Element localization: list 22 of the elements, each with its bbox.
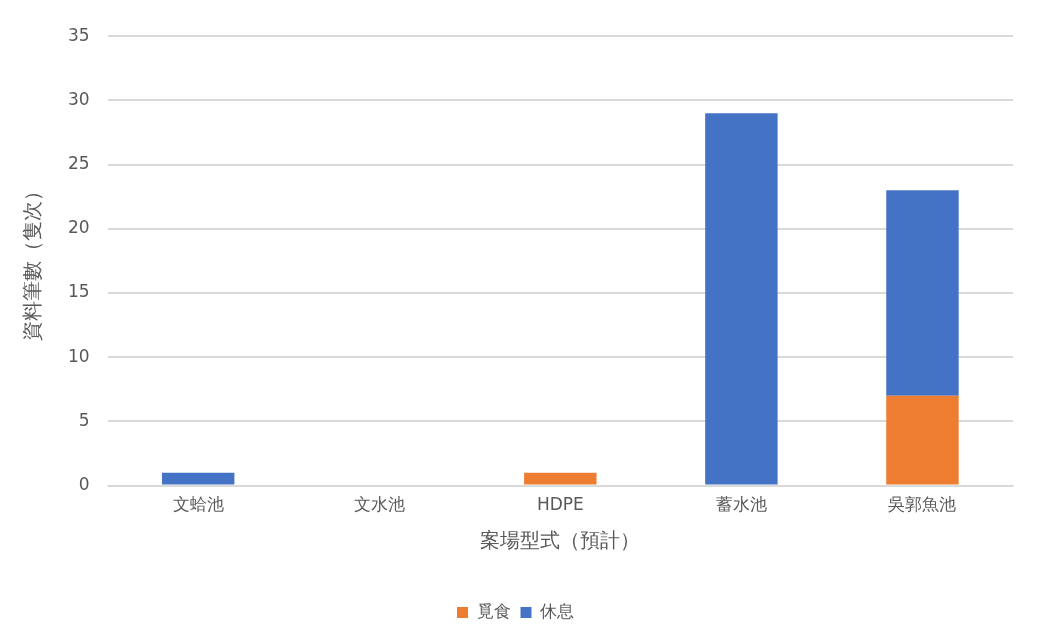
y-tick-label: 30 bbox=[67, 88, 90, 109]
x-tick-label: 吳郭魚池 bbox=[888, 494, 957, 515]
y-axis-title: 資料筆數（隻次） bbox=[20, 180, 45, 341]
legend-label: 覓食 bbox=[476, 600, 511, 621]
y-tick-label: 35 bbox=[67, 24, 90, 45]
bar bbox=[886, 190, 959, 396]
y-tick-label: 0 bbox=[78, 474, 90, 495]
y-tick-label: 20 bbox=[67, 217, 90, 238]
x-tick-label: 蓄水池 bbox=[715, 494, 767, 515]
x-tick-label: 文蛤池 bbox=[172, 494, 224, 515]
x-tick-label: HDPE bbox=[536, 494, 584, 515]
bar bbox=[886, 395, 959, 485]
y-tick-label: 15 bbox=[67, 281, 90, 302]
y-tick-label: 10 bbox=[67, 345, 90, 366]
x-tick-label: 文水池 bbox=[353, 494, 405, 515]
y-tick-label: 5 bbox=[78, 409, 90, 430]
bar bbox=[161, 472, 235, 485]
bar bbox=[705, 113, 778, 485]
bar bbox=[524, 472, 597, 485]
x-axis-title: 案場型式（預計） bbox=[480, 528, 641, 553]
legend-label: 休息 bbox=[540, 600, 574, 621]
y-tick-label: 25 bbox=[67, 153, 90, 174]
